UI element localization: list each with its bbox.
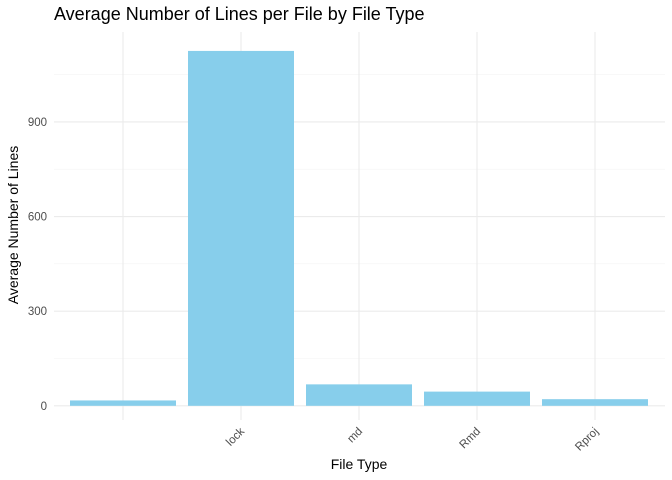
y-tick-label: 0	[41, 401, 47, 413]
bar-lock	[188, 50, 294, 406]
grid	[54, 32, 665, 420]
x-tick-label: Rproj	[573, 426, 601, 454]
y-axis-title: Average Number of Lines	[5, 146, 21, 305]
y-tick-label: 300	[28, 306, 47, 318]
x-tick-label: md	[345, 426, 365, 446]
bar-Rmd	[424, 391, 530, 406]
y-axis-ticks: 0 300 600 900	[28, 117, 47, 413]
bars	[70, 50, 648, 406]
x-axis-title: File Type	[331, 456, 388, 472]
bar-blank	[70, 400, 176, 406]
x-tick-label: lock	[224, 425, 247, 448]
y-tick-label: 900	[28, 117, 47, 129]
x-tick-label: Rmd	[457, 426, 483, 452]
x-axis-ticks: lock md Rmd Rproj	[224, 425, 601, 453]
y-tick-label: 600	[28, 212, 47, 224]
bar-md	[306, 384, 412, 406]
bar-Rproj	[542, 399, 648, 406]
chart-title: Average Number of Lines per File by File…	[54, 4, 425, 24]
